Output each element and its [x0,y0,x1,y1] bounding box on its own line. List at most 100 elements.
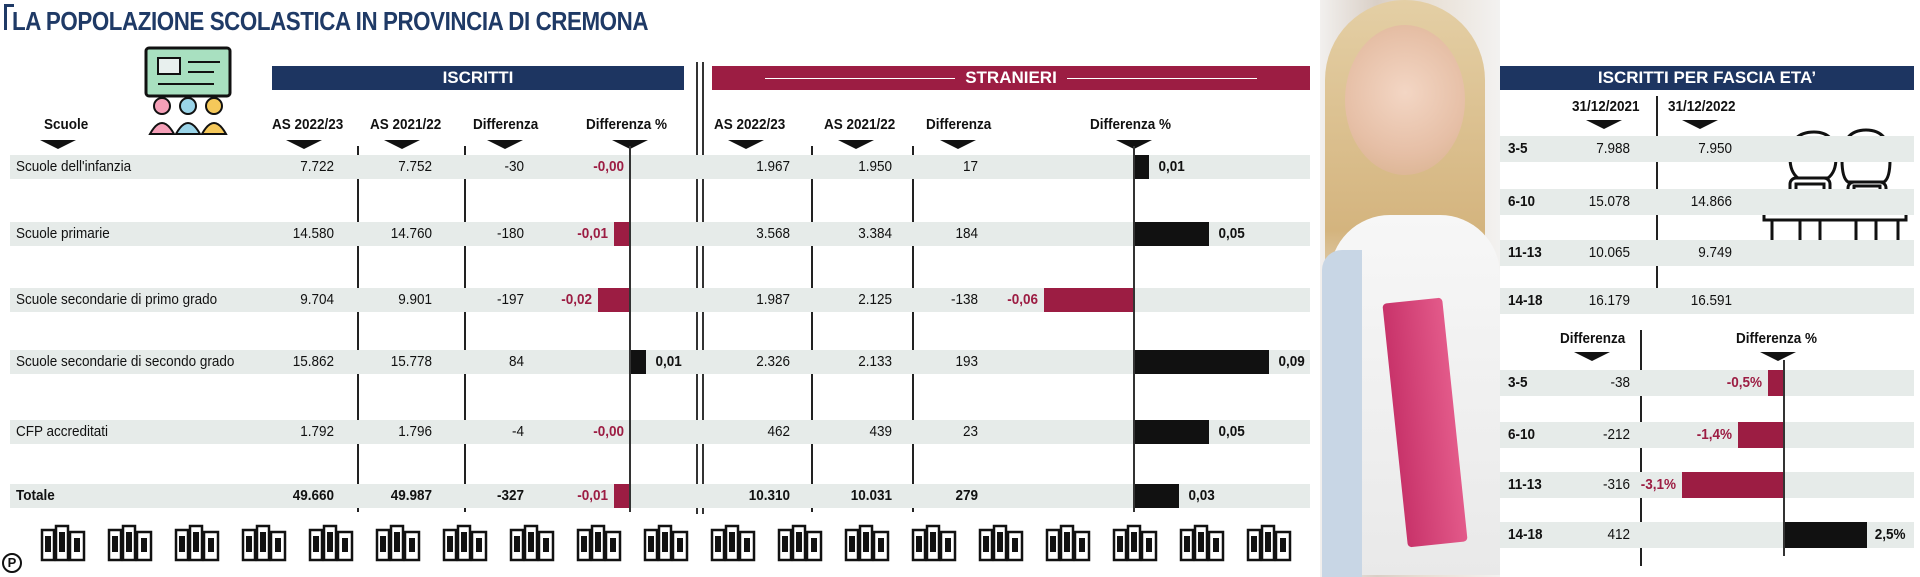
arrow-stranieri-as2223 [728,140,764,149]
iscritti-pct-label: -0,00 [593,423,624,440]
iscritti-as2122-cell: 9.901 [398,291,432,308]
classroom-icon [144,46,232,135]
arrow-stranieri-diff [940,140,976,149]
stranieri-pct-bar [1134,222,1209,246]
arrow-iscritti-as2223 [286,140,322,149]
books-icon [174,524,220,562]
iscritti-diff-cell: -30 [504,158,524,175]
books-icon [911,524,957,562]
books-icon [40,524,86,562]
stranieri-as2122-cell: 1.950 [858,158,892,175]
iscritti-as2223-cell: 15.862 [292,353,334,370]
iscritti-pct-label: 0,01 [655,353,682,370]
table-row-bg [10,350,1310,374]
fascia-diff-row-label: 11-13 [1508,476,1542,493]
table-row-bg [10,222,1310,246]
iscritti-as2223-cell: 1.792 [300,423,334,440]
iscritti-pct-bar [598,288,630,312]
student-photo-jacket [1322,250,1362,577]
arrow-iscritti-as2122 [384,140,420,149]
header-iscritti-as2223: AS 2022/23 [272,116,344,133]
fascia-d2022-cell: 14.866 [1690,193,1732,210]
header-fascia-diffpct: Differenza % [1736,330,1818,347]
iscritti-pct-label: -0,00 [593,158,624,175]
header-d2021: 31/12/2021 [1572,98,1640,115]
stranieri-diff-cell: 279 [955,487,978,504]
band-iscritti: ISCRITTI [272,66,684,90]
stranieri-pct-label: 0,03 [1188,487,1215,504]
fascia-d2021-cell: 16.179 [1588,292,1630,309]
page-title: LA POPOLAZIONE SCOLASTICA IN PROVINCIA D… [12,6,649,36]
fascia-diff-cell: 412 [1607,526,1630,543]
arrow-d2022 [1682,120,1718,129]
header-stranieri-as2223: AS 2022/23 [714,116,786,133]
books-icon [844,524,890,562]
fascia-pct-axis [1783,360,1785,556]
publisher-logo: P [2,553,22,573]
stranieri-as2223-cell: 462 [767,423,790,440]
stranieri-diff-cell: 17 [962,158,978,175]
iscritti-diff-cell: -197 [496,291,524,308]
books-icon [978,524,1024,562]
books-icon [643,524,689,562]
fascia-row-label: 3-5 [1508,140,1528,157]
fascia-d2021-cell: 15.078 [1588,193,1630,210]
iscritti-diff-cell: -327 [496,487,524,504]
header-iscritti-as2122: AS 2021/22 [370,116,442,133]
fascia-diff-cell: -38 [1610,374,1630,391]
title-corner [4,4,14,30]
stranieri-pct-bar [1134,484,1179,508]
arrow-stranieri-as2122 [838,140,874,149]
books-icon [1045,524,1091,562]
stranieri-pct-label: 0,01 [1158,158,1185,175]
arrow-scuole [40,140,76,149]
fascia-diff-cell: -316 [1602,476,1630,493]
fascia-diff-row-label: 3-5 [1508,374,1528,391]
fascia-pct-bar [1767,370,1784,396]
stranieri-pct-label: 0,05 [1218,225,1245,242]
iscritti-as2122-cell: 1.796 [398,423,432,440]
col-divider [912,146,914,512]
fascia-diff-row-label: 14-18 [1508,526,1543,543]
fascia-pct-label: 2,5% [1874,526,1905,543]
fascia-pct-bar [1681,472,1784,498]
col-divider [811,146,813,512]
row-label: Scuole secondarie di primo grado [16,291,218,308]
table-row-bg [10,155,1310,179]
stranieri-pct-label: 0,09 [1278,353,1305,370]
band-stranieri: STRANIERI [712,66,1310,90]
fascia-row-label: 11-13 [1508,244,1542,261]
band-fascia-top: ISCRITTI PER FASCIA ETA’ [1500,66,1914,90]
row-label: Totale [16,487,55,504]
iscritti-as2223-cell: 7.722 [300,158,334,175]
row-label: Scuole primarie [16,225,110,242]
iscritti-pct-bar [614,484,630,508]
iscritti-as2122-cell: 7.752 [398,158,432,175]
fascia-pct-bar [1737,422,1784,448]
books-icon [777,524,823,562]
fascia-diff-row-bg [1500,422,1914,448]
books-icon [308,524,354,562]
arrow-iscritti-diffpct [612,140,648,149]
iscritti-diff-cell: 84 [508,353,524,370]
fascia-pct-label: -3,1% [1640,476,1676,493]
header-stranieri-diff: Differenza [926,116,992,133]
books-icon [442,524,488,562]
header-iscritti-diffpct: Differenza % [586,116,668,133]
arrow-fascia-diff [1574,352,1610,361]
row-label: Scuole secondarie di secondo grado [16,353,235,370]
fascia-row-bg [1500,189,1914,215]
fascia-pct-label: -0,5% [1726,374,1762,391]
stranieri-diff-cell: -138 [950,291,978,308]
iscritti-as2122-cell: 49.987 [390,487,432,504]
stranieri-pct-label: -0,06 [1007,291,1038,308]
arrow-fascia-diffpct [1760,352,1796,361]
books-icon [1246,524,1292,562]
iscritti-pct-axis [629,146,631,512]
header-stranieri-as2122: AS 2021/22 [824,116,896,133]
stranieri-diff-cell: 23 [962,423,978,440]
arrow-d2021 [1586,120,1622,129]
stranieri-pct-bar [1134,155,1149,179]
stranieri-as2223-cell: 1.987 [756,291,790,308]
iscritti-pct-label: -0,01 [577,225,608,242]
